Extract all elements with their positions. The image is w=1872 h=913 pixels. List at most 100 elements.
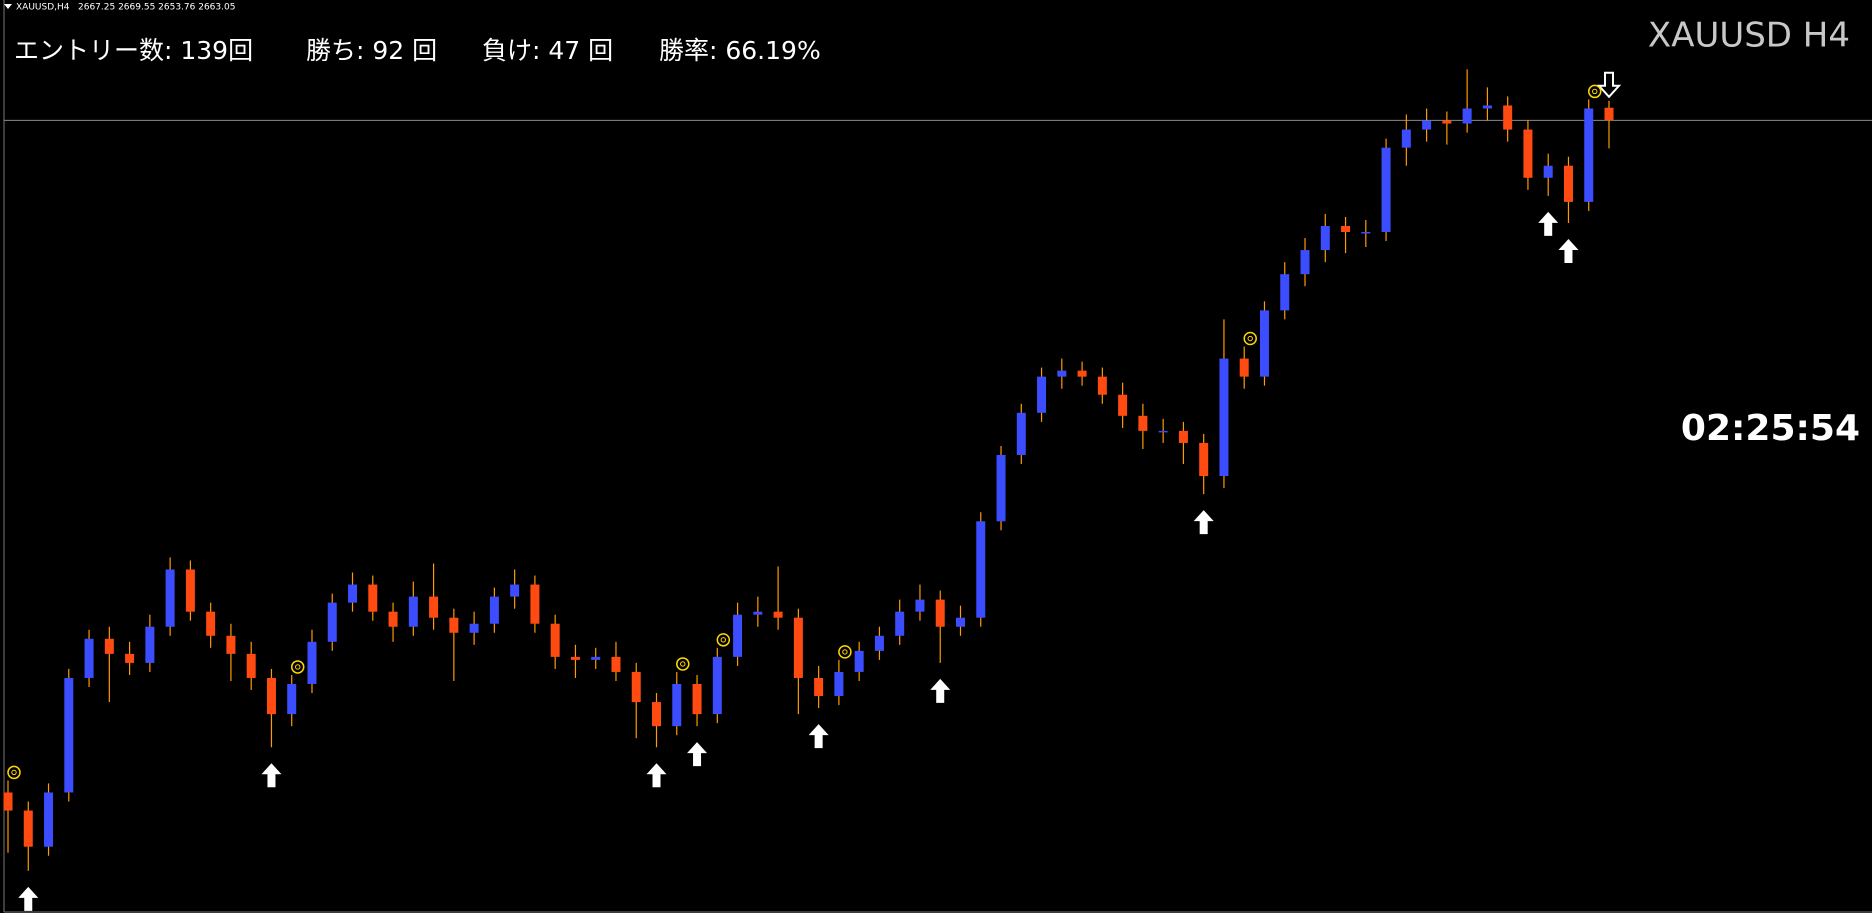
candle-body	[1077, 370, 1087, 377]
buy-arrow	[687, 742, 708, 767]
buy-arrow	[1538, 211, 1559, 236]
candle-body	[388, 611, 398, 627]
buy-arrow	[1558, 238, 1579, 263]
exit-ring	[290, 660, 305, 674]
candle-body	[895, 611, 905, 636]
candle-body	[1016, 412, 1026, 455]
candle-body	[854, 650, 864, 672]
exit-marker	[1587, 84, 1602, 99]
candle-body	[348, 584, 358, 603]
stats: エントリー数: 139回 勝ち: 92 回 負け: 47 回 勝率: 66.19…	[14, 36, 821, 65]
candle-body	[104, 638, 114, 654]
candle-body	[1401, 129, 1411, 148]
candle-body	[429, 596, 439, 618]
stat: エントリー数: 139回	[14, 36, 253, 65]
candle-body	[996, 454, 1006, 522]
exit-ring	[716, 633, 731, 647]
candle-body	[935, 599, 945, 627]
candle-body	[550, 623, 560, 657]
exit-marker	[7, 765, 21, 780]
candle-body	[489, 596, 499, 624]
candle-body	[1138, 415, 1148, 431]
candle-body	[1320, 225, 1330, 251]
candle-body	[1280, 274, 1290, 311]
exit-marker	[716, 633, 731, 647]
candle-body	[814, 677, 824, 697]
candle-body	[955, 617, 965, 627]
candle-body	[733, 614, 743, 657]
candle-body	[1259, 310, 1269, 377]
candle-body	[570, 656, 580, 660]
candle-body	[793, 617, 803, 678]
exit-marker	[676, 657, 690, 671]
exit-dot	[720, 637, 727, 643]
candle-body	[246, 653, 256, 678]
buy-arrow	[646, 763, 667, 788]
candle-body	[1219, 358, 1229, 477]
candle-body	[712, 656, 722, 715]
candle-body	[1057, 370, 1067, 377]
candle-body	[1361, 232, 1371, 234]
candle-body	[307, 641, 317, 684]
candle-body	[1584, 108, 1594, 202]
candle-body	[368, 584, 378, 612]
candle-body	[976, 521, 986, 618]
plot	[3, 69, 1872, 911]
candle-body	[1422, 120, 1432, 130]
candle-body	[327, 602, 337, 642]
candle-body	[874, 635, 884, 651]
candle-body	[591, 656, 601, 660]
buy-arrow	[1193, 510, 1214, 535]
candle-body	[125, 653, 135, 663]
candle-body	[1563, 165, 1573, 202]
timer: 02:25:54	[1681, 408, 1860, 449]
buy-arrow	[18, 886, 39, 911]
candle-body	[631, 671, 641, 703]
candle-body	[44, 792, 54, 847]
symbol-label: XAUUSD H4	[1648, 16, 1850, 56]
candle-body	[773, 611, 783, 618]
candle-body	[692, 683, 702, 715]
stat: 勝ち: 92 回	[306, 36, 437, 65]
exit-ring	[1243, 331, 1257, 346]
candle-body	[1178, 430, 1188, 443]
exit-marker	[1243, 331, 1257, 346]
candle-body	[64, 677, 74, 793]
candle-body	[834, 671, 844, 697]
candle-body	[145, 626, 155, 663]
candle-body	[287, 683, 297, 715]
candle-body	[1543, 165, 1553, 178]
exit-marker	[290, 660, 305, 674]
buy-arrow	[261, 763, 282, 788]
ohlc-header: 2667.25 2669.55 2653.76 2663.05	[78, 3, 235, 13]
candle-body	[226, 635, 236, 654]
candle-body	[3, 792, 13, 811]
candle-body	[449, 617, 459, 633]
buy-arrow	[930, 678, 951, 703]
candle-body	[23, 810, 33, 847]
candle-body	[1239, 358, 1249, 377]
symbol-header: XAUUSD,H4	[16, 3, 70, 13]
candle-body	[1503, 105, 1513, 130]
candle-body	[1199, 442, 1209, 477]
exit-dot	[11, 769, 17, 776]
candle-body	[1341, 225, 1351, 233]
exit-dot	[680, 661, 686, 667]
candle-body	[1442, 120, 1452, 124]
candle-body	[915, 599, 925, 612]
candle-body	[469, 623, 479, 633]
candle-body	[1604, 107, 1614, 121]
menu-triangle	[4, 4, 12, 9]
candle-body	[1482, 105, 1492, 109]
buy-arrow	[808, 724, 829, 749]
candle-body	[1523, 129, 1533, 178]
exit-dot	[1247, 335, 1253, 342]
exit-dot	[1592, 88, 1598, 95]
candle-body	[1300, 250, 1310, 275]
candle-body	[1158, 430, 1168, 433]
candle-body	[206, 611, 216, 636]
candle-body	[84, 638, 94, 678]
